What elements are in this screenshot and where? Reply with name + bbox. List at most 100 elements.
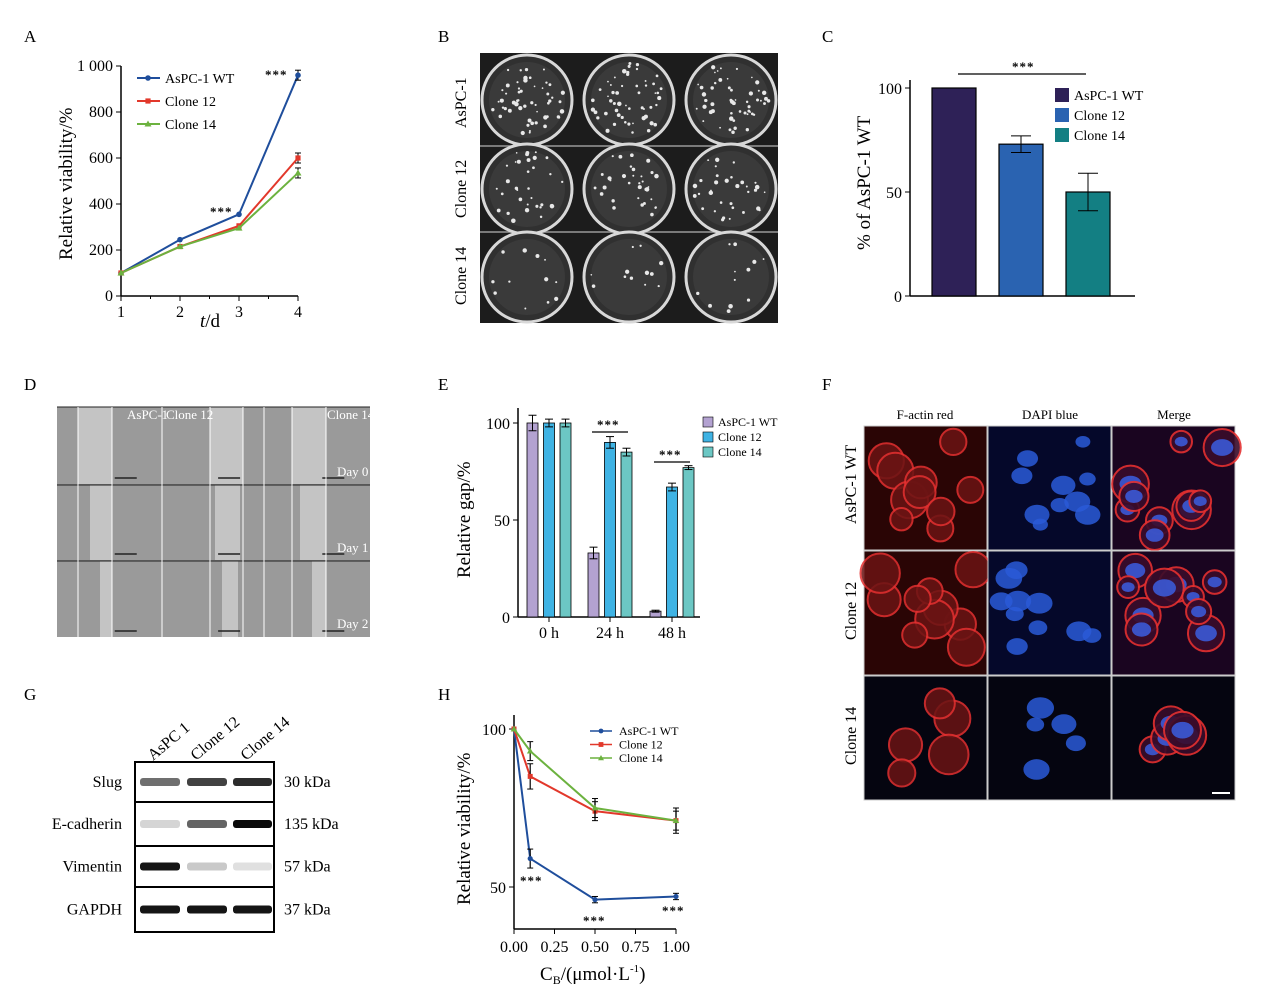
colony-dot bbox=[719, 67, 722, 70]
cell-nucleus bbox=[1051, 714, 1077, 734]
panel-a-line-chart: 0 200 400 600 800 1 000 1 2 3 4 Relative viabili… bbox=[56, 58, 302, 332]
panel-e-significance-48h: *** bbox=[659, 447, 682, 462]
panel-a-legend-marker bbox=[145, 98, 151, 104]
colony-dot bbox=[762, 258, 765, 260]
colony-dot bbox=[540, 203, 544, 207]
colony-dot bbox=[639, 244, 642, 247]
panel-a-series-line bbox=[120, 172, 299, 274]
colony-dot bbox=[604, 111, 608, 116]
colony-dot bbox=[605, 128, 610, 133]
colony-dot bbox=[654, 173, 659, 179]
colony-dot bbox=[653, 122, 658, 127]
colony-dot bbox=[612, 101, 616, 106]
panel-a-y-axis-label: Relative viability/% bbox=[56, 107, 77, 260]
fluorescence-tile bbox=[863, 675, 988, 801]
panel-b-colony-plates: AsPC-1 Clone 12 Clone 14 bbox=[453, 53, 778, 324]
colony-dot bbox=[652, 82, 655, 86]
colony-dot bbox=[525, 150, 530, 155]
colony-dot bbox=[746, 298, 751, 302]
colony-dot bbox=[742, 211, 745, 214]
colony-dot bbox=[505, 92, 508, 95]
colony-dot bbox=[501, 89, 504, 92]
cell-actin bbox=[954, 551, 992, 589]
colony-well-center bbox=[591, 62, 667, 138]
panel-c-legend-swatch bbox=[1055, 108, 1069, 122]
colony-dot bbox=[491, 280, 495, 284]
panel-h-point bbox=[672, 817, 680, 824]
colony-dot bbox=[591, 284, 596, 288]
panel-f-immunofluorescence: F-actin red DAPI blue Merge AsPC-1 WT Cl… bbox=[843, 407, 1242, 801]
colony-dot bbox=[649, 105, 653, 109]
colony-dot bbox=[699, 85, 704, 90]
colony-dot bbox=[590, 273, 593, 276]
colony-dot bbox=[607, 95, 609, 98]
colony-dot bbox=[649, 121, 654, 126]
colony-dot bbox=[532, 166, 535, 170]
panel-a-point bbox=[295, 155, 301, 161]
panel-c-y-tick-label: 100 bbox=[878, 81, 902, 98]
colony-dot bbox=[637, 197, 640, 200]
panel-d-label-day0: Day 0 bbox=[337, 464, 368, 479]
colony-dot bbox=[708, 190, 714, 196]
colony-dot bbox=[524, 67, 529, 72]
colony-dot bbox=[497, 100, 500, 103]
panel-g-lane-aspc1: AsPC 1 bbox=[145, 719, 194, 764]
panel-b-row-label-aspc1: AsPC-1 bbox=[453, 77, 470, 128]
colony-dot bbox=[728, 128, 732, 132]
colony-dot bbox=[612, 206, 616, 210]
colony-dot bbox=[549, 203, 555, 209]
colony-dot bbox=[557, 116, 561, 119]
colony-dot bbox=[644, 80, 647, 82]
panel-a-legend-marker bbox=[144, 120, 152, 127]
panel-e-y-tick-label: 50 bbox=[494, 513, 510, 530]
panel-h-x-tick-label: 0.75 bbox=[622, 939, 650, 956]
colony-well-center bbox=[693, 151, 769, 227]
colony-dot bbox=[763, 191, 766, 194]
colony-well-center bbox=[489, 151, 565, 227]
cell-nucleus bbox=[1006, 638, 1028, 655]
panel-h-series-line bbox=[513, 728, 677, 901]
colony-dot bbox=[732, 119, 736, 123]
colony-dot bbox=[560, 90, 565, 95]
colony-dot bbox=[740, 180, 745, 185]
colony-dot bbox=[713, 81, 717, 85]
wound-gap bbox=[215, 485, 240, 560]
panel-a-y-tick-label: 200 bbox=[89, 242, 113, 259]
colony-dot bbox=[743, 111, 747, 115]
panel-h-significance-0.1: *** bbox=[520, 873, 543, 888]
panel-a-x-tick-label: 4 bbox=[294, 304, 302, 321]
colony-dot bbox=[635, 63, 640, 67]
colony-dot bbox=[546, 301, 550, 304]
cell-actin bbox=[887, 758, 917, 788]
panel-e-legend-label: Clone 12 bbox=[718, 430, 762, 444]
panel-c-bar-chart: 0 50 100 % of AsPC-1 WT *** AsPC-1 WT Clone… bbox=[854, 59, 1144, 306]
panel-h-line-chart: 50 100 0.00 0.25 0.50 0.75 1.00 Relative viab… bbox=[454, 715, 690, 987]
colony-dot bbox=[713, 210, 717, 213]
panel-e-bar-chart: 0 50 100 0 h 24 h 48 h Relative gap/% *** **… bbox=[454, 408, 778, 642]
cell-nucleus bbox=[1005, 561, 1028, 579]
colony-dot bbox=[659, 260, 664, 266]
colony-dot bbox=[616, 113, 621, 118]
colony-dot bbox=[498, 114, 503, 119]
panel-h-x-tick-label: 0.25 bbox=[541, 939, 569, 956]
panel-e-bar bbox=[620, 451, 633, 618]
colony-dot bbox=[593, 186, 597, 190]
cell-nucleus bbox=[1050, 497, 1069, 513]
colony-dot bbox=[517, 90, 521, 94]
colony-dot bbox=[534, 103, 537, 107]
colony-dot bbox=[542, 68, 545, 71]
colony-dot bbox=[729, 202, 733, 206]
colony-dot bbox=[628, 107, 631, 110]
colony-dot bbox=[644, 84, 648, 87]
colony-dot bbox=[629, 276, 634, 280]
panel-label-a: A bbox=[24, 27, 37, 46]
colony-dot bbox=[524, 208, 530, 213]
colony-dot bbox=[654, 92, 657, 94]
colony-dot bbox=[746, 267, 751, 272]
colony-dot bbox=[533, 85, 536, 88]
colony-dot bbox=[559, 109, 565, 114]
colony-dot bbox=[734, 99, 737, 101]
colony-dot bbox=[598, 88, 602, 92]
colony-dot bbox=[637, 185, 642, 190]
panel-g-protein-label: GAPDH bbox=[67, 902, 123, 919]
